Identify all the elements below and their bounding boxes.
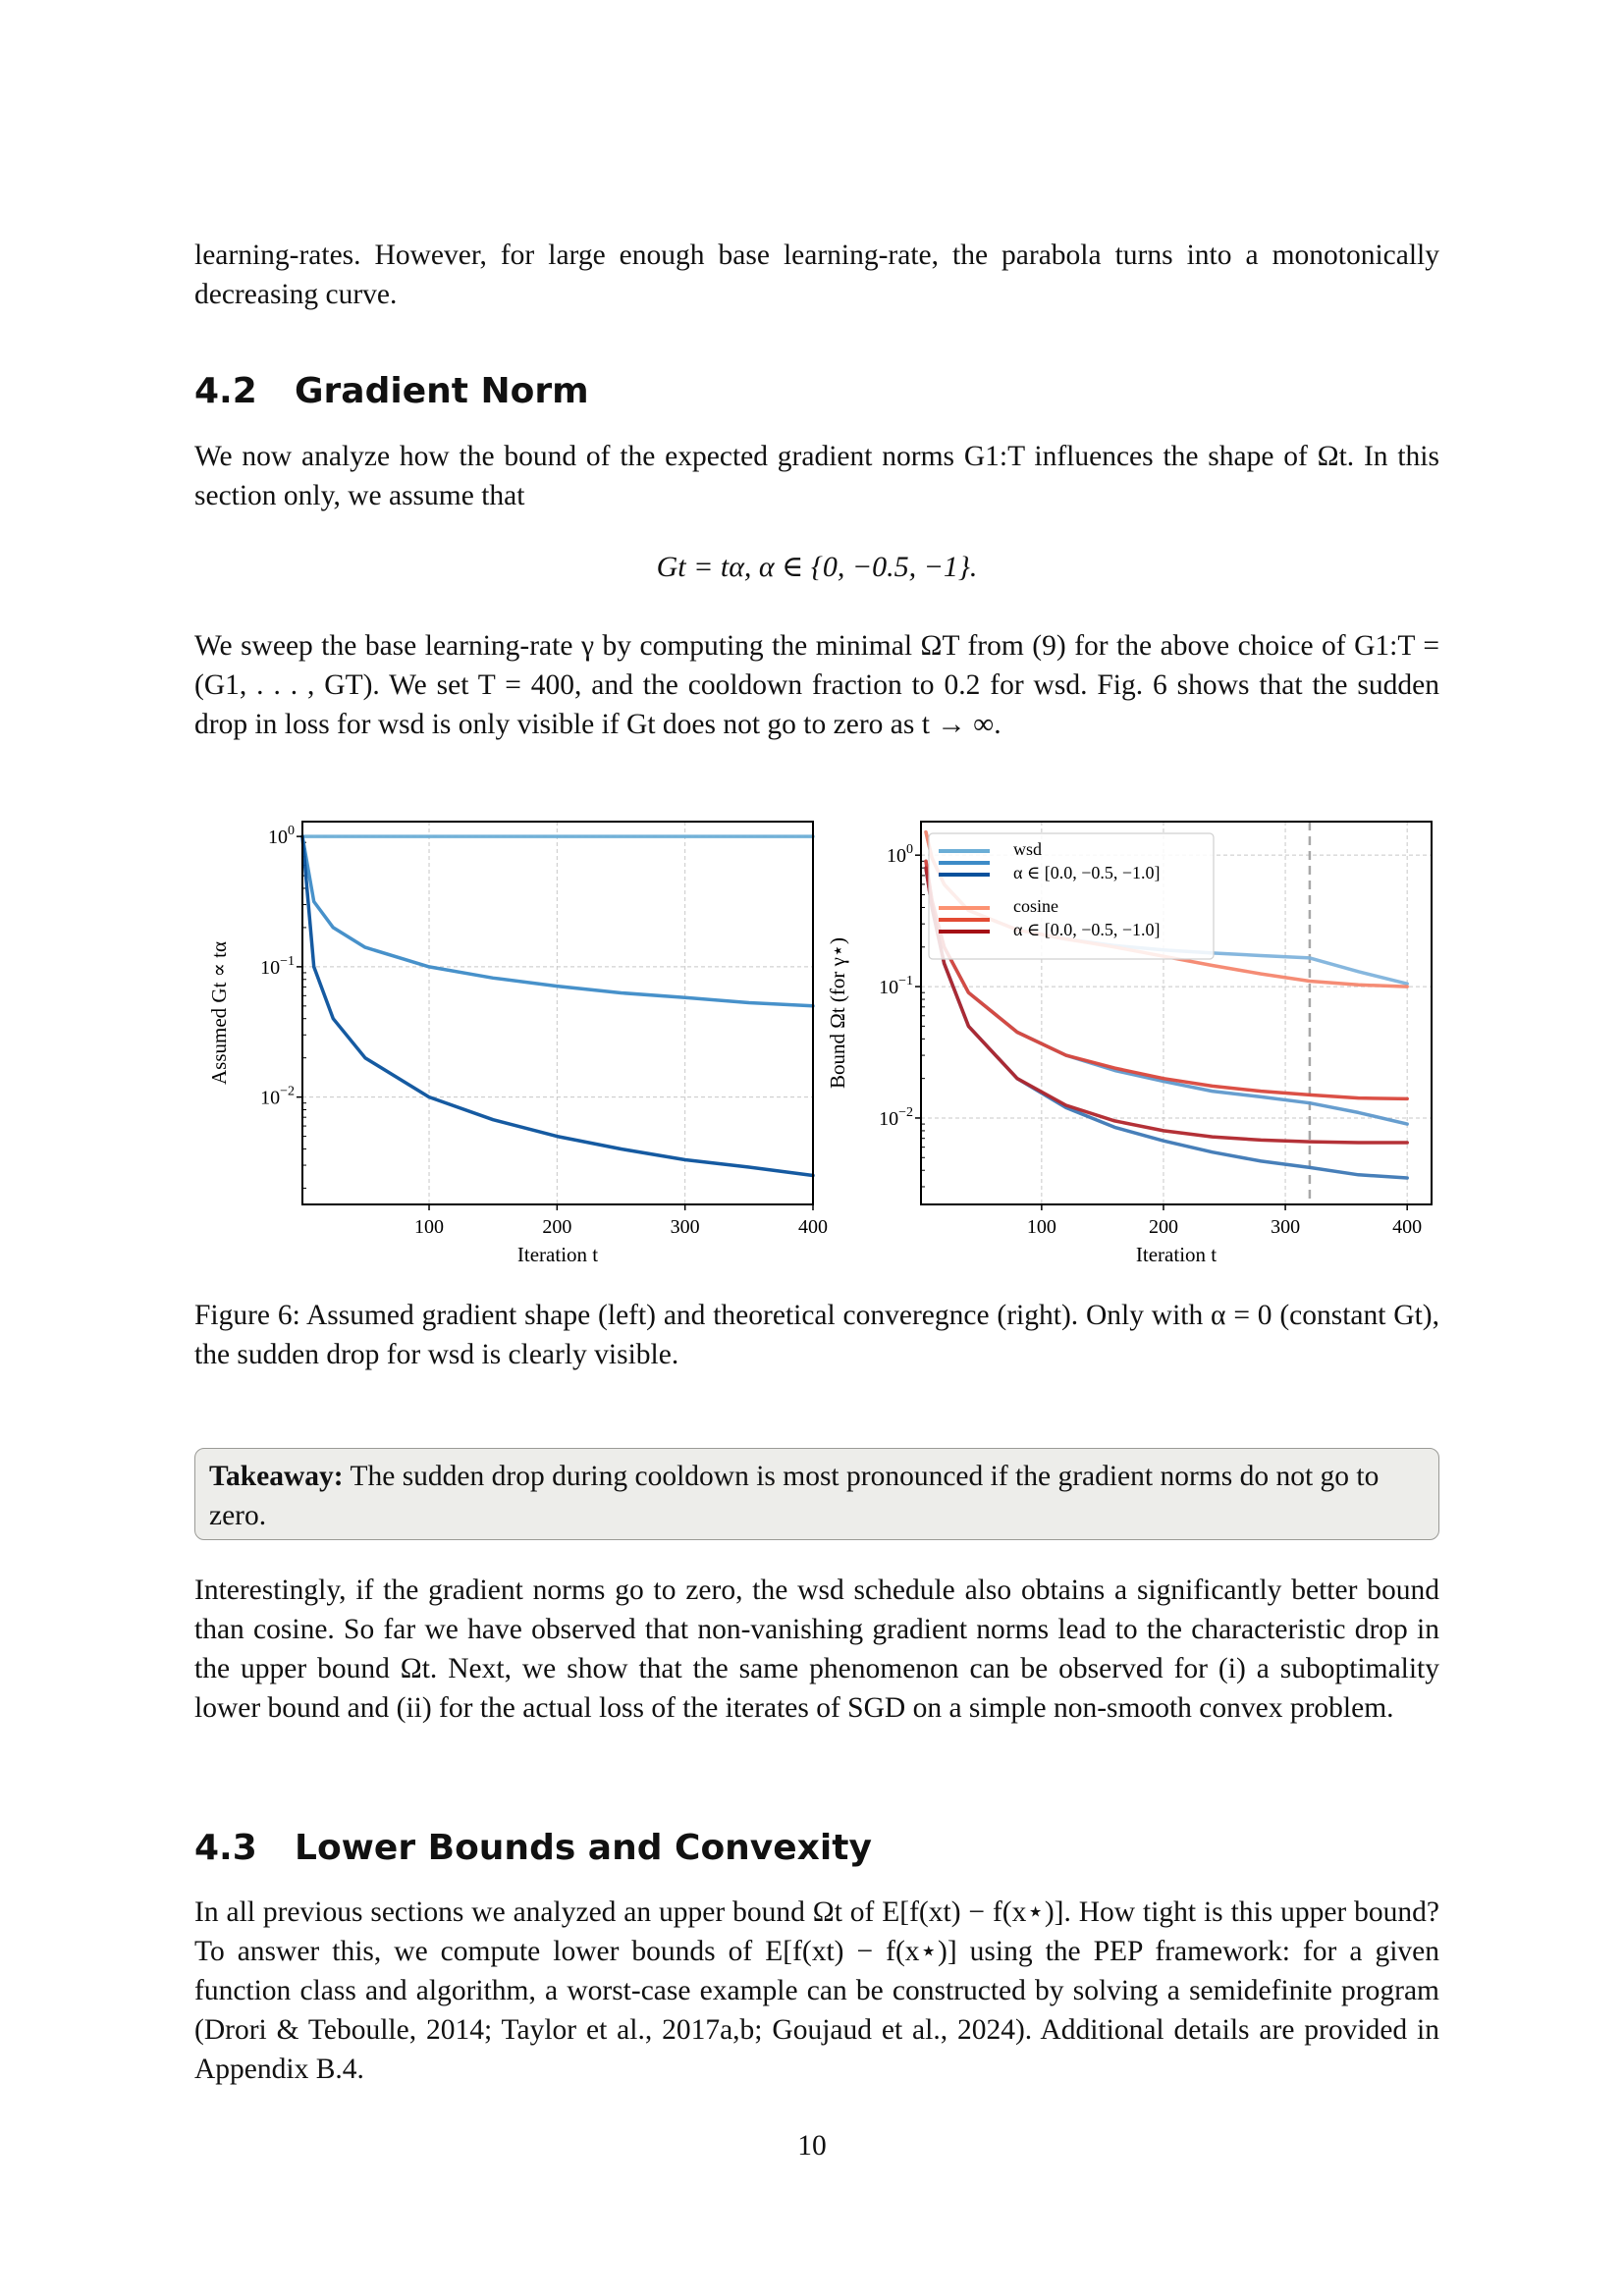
legend-label: cosine — [1013, 896, 1058, 916]
paragraph-gradient-norm-intro: We now analyze how the bound of the expe… — [194, 441, 1439, 511]
page-number: 10 — [797, 2130, 827, 2162]
intro-paragraph: learning-rates. However, for large enoug… — [194, 240, 1439, 310]
y-axis-label: Bound Ωt (for γ⋆) — [826, 937, 849, 1089]
y-tick-label: 10−1 — [879, 974, 913, 998]
plot-frame — [920, 821, 1433, 1205]
figure-6-svg: 100 200 300 400 100 10−1 10−2 Iteration t Assume… — [207, 821, 1433, 1266]
legend-box — [928, 832, 1215, 960]
section-title: Lower Bounds and Convexity — [295, 1828, 872, 1868]
section-heading-4-2: 4.2 Gradient Norm — [194, 371, 589, 411]
x-tick-label: 400 — [798, 1216, 828, 1238]
plot-right: 100 200 300 400 100 10−1 10−2 Iteration t Bound … — [826, 821, 1433, 1266]
equation: Gt = tα, α ∈ {0, −0.5, −1}. — [656, 551, 978, 583]
x-axis-label: Iteration t — [517, 1243, 598, 1266]
series-line — [300, 834, 815, 1008]
x-axis-label: Iteration t — [1136, 1243, 1217, 1266]
y-axis-label: Assumed Gt ∝ tα — [207, 941, 231, 1085]
series-line — [924, 866, 1409, 1145]
x-tick-label: 400 — [1392, 1216, 1422, 1238]
section-heading-4-3: 4.3 Lower Bounds and Convexity — [194, 1828, 872, 1868]
x-tick-label: 200 — [1149, 1216, 1178, 1238]
figure-caption: Figure 6: Assumed gradient shape (left) … — [194, 1300, 1439, 1370]
x-tick-label: 300 — [1271, 1216, 1300, 1238]
x-tick-label: 200 — [542, 1216, 571, 1238]
x-tick-label: 100 — [414, 1216, 444, 1238]
section-title: Gradient Norm — [295, 371, 589, 411]
section-number: 4.2 — [194, 371, 257, 411]
paragraph-interestingly: Interestingly, if the gradient norms go … — [194, 1575, 1439, 1724]
y-tick-label: 10−2 — [879, 1105, 913, 1130]
section-number: 4.3 — [194, 1828, 257, 1868]
y-tick-label: 10−2 — [260, 1085, 295, 1109]
takeaway-box: Takeaway: The sudden drop during cooldow… — [194, 1448, 1439, 1540]
y-tick-label: 100 — [268, 824, 295, 848]
paragraph-sweep: We sweep the base learning-rate γ by com… — [194, 630, 1439, 740]
series-line — [300, 834, 815, 1178]
takeaway-label: Takeaway: — [209, 1461, 344, 1492]
plot-left: 100 200 300 400 100 10−1 10−2 Iteration t Assume… — [207, 821, 828, 1266]
paragraph-lower-bounds: In all previous sections we analyzed an … — [194, 1896, 1439, 2085]
legend-label: wsd — [1013, 839, 1042, 859]
x-tick-label: 300 — [671, 1216, 700, 1238]
x-tick-label: 100 — [1027, 1216, 1056, 1238]
figure-6: 100 200 300 400 100 10−1 10−2 Iteration t Assume… — [194, 805, 1439, 1286]
takeaway-text: The sudden drop during cooldown is most … — [209, 1461, 1380, 1531]
plot-frame — [301, 821, 814, 1205]
legend-sublabel: α ∈ [0.0, −0.5, −1.0] — [1013, 863, 1161, 882]
y-tick-label: 100 — [887, 842, 913, 867]
legend-sublabel: α ∈ [0.0, −0.5, −1.0] — [1013, 920, 1161, 939]
y-tick-label: 10−1 — [260, 954, 295, 979]
